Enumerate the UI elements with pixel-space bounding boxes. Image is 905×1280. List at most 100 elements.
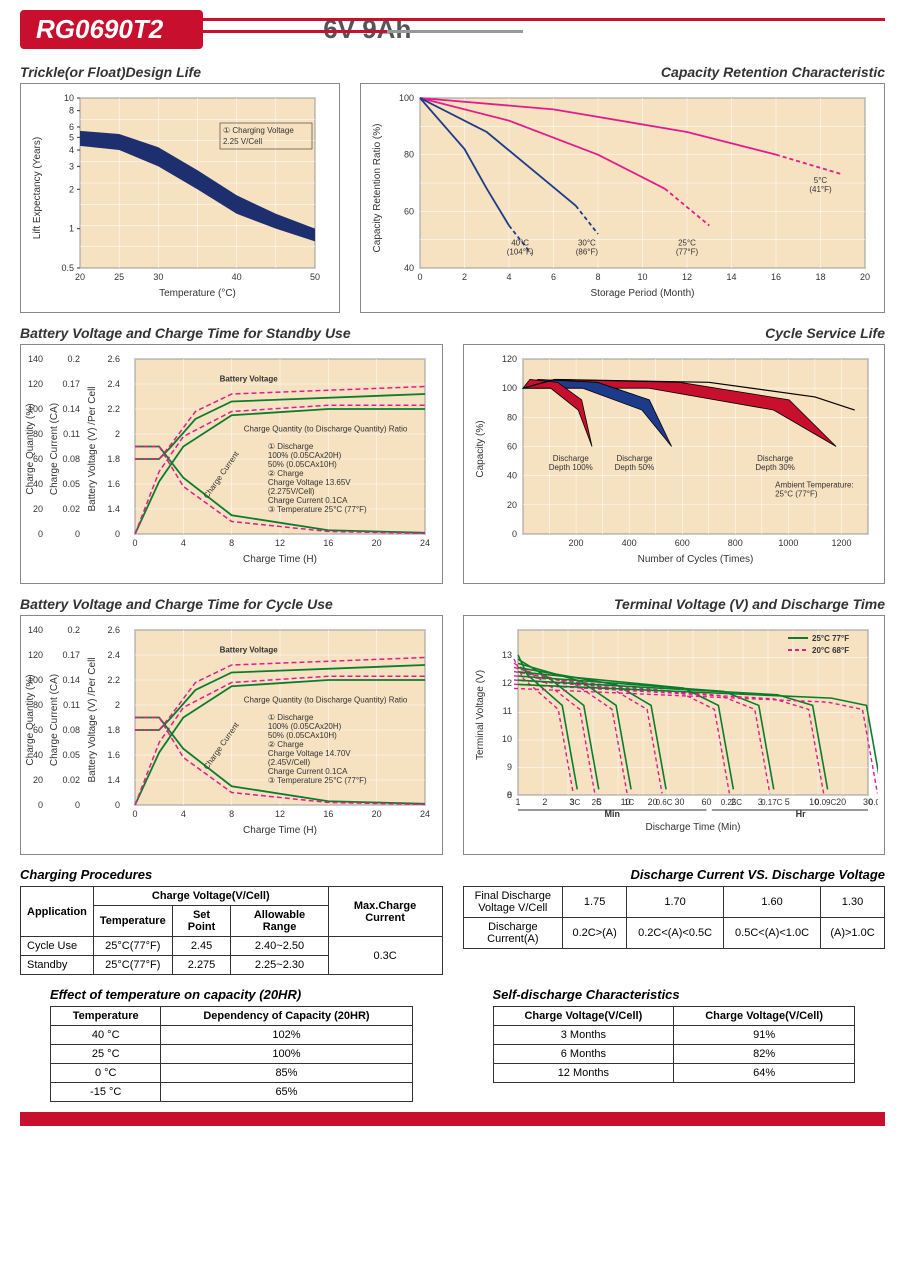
tbl-charging-title: Charging Procedures	[20, 867, 443, 882]
svg-text:50: 50	[310, 272, 320, 282]
svg-text:② Charge: ② Charge	[268, 740, 304, 749]
tbl-temp-title: Effect of temperature on capacity (20HR)	[50, 987, 413, 1002]
svg-text:16: 16	[771, 272, 781, 282]
svg-text:2: 2	[542, 797, 547, 807]
svg-text:2: 2	[115, 700, 120, 710]
svg-text:1.4: 1.4	[107, 775, 120, 785]
svg-text:(77°F): (77°F)	[676, 247, 699, 256]
svg-text:0.14: 0.14	[62, 404, 80, 414]
svg-text:20: 20	[33, 775, 43, 785]
svg-text:0.17: 0.17	[62, 379, 80, 389]
svg-text:Terminal Voltage (V): Terminal Voltage (V)	[475, 670, 486, 760]
svg-text:10: 10	[637, 272, 647, 282]
svg-text:100: 100	[501, 383, 516, 393]
svg-text:4: 4	[506, 272, 511, 282]
svg-text:0.14: 0.14	[62, 675, 80, 685]
svg-text:2.6: 2.6	[107, 354, 120, 364]
svg-text:Discharge Time (Min): Discharge Time (Min)	[645, 822, 740, 833]
svg-text:2: 2	[69, 184, 74, 194]
svg-text:Battery Voltage: Battery Voltage	[220, 646, 279, 655]
svg-text:0: 0	[417, 272, 422, 282]
svg-text:8: 8	[229, 538, 234, 548]
chart1-box: 0.51234568102025304050Lift Expectancy (Y…	[20, 83, 340, 313]
svg-text:2.25 V/Cell: 2.25 V/Cell	[223, 137, 262, 146]
svg-text:Capacity (%): Capacity (%)	[475, 420, 486, 477]
svg-text:Storage Period (Month): Storage Period (Month)	[591, 288, 695, 299]
svg-text:40°C: 40°C	[511, 238, 529, 247]
svg-text:100% (0.05CAx20H): 100% (0.05CAx20H)	[268, 722, 342, 731]
chart4-box: 20040060080010001200020406080100120Disch…	[463, 344, 886, 584]
svg-text:Battery Voltage (V) /Per Cell: Battery Voltage (V) /Per Cell	[87, 386, 98, 511]
svg-text:80: 80	[506, 412, 516, 422]
svg-text:30: 30	[153, 272, 163, 282]
svg-text:0.05C: 0.05C	[868, 798, 877, 807]
svg-text:5: 5	[69, 132, 74, 142]
svg-text:120: 120	[28, 379, 43, 389]
tbl-self-title: Self-discharge Characteristics	[493, 987, 856, 1002]
chart3-title: Battery Voltage and Charge Time for Stan…	[20, 325, 443, 341]
svg-text:800: 800	[727, 538, 742, 548]
svg-text:60: 60	[506, 442, 516, 452]
svg-text:4: 4	[181, 538, 186, 548]
svg-text:Charge Quantity (to Discharge: Charge Quantity (to Discharge Quantity) …	[244, 696, 408, 705]
svg-text:0: 0	[132, 809, 137, 819]
chart2-title: Capacity Retention Characteristic	[360, 64, 885, 80]
svg-text:Charge Quantity (%): Charge Quantity (%)	[25, 403, 36, 494]
chart2-box: 0246810121416182040608010040°C(104°F)30°…	[360, 83, 885, 313]
svg-text:0: 0	[115, 529, 120, 539]
svg-text:(86°F): (86°F)	[576, 247, 599, 256]
svg-text:25°C: 25°C	[678, 238, 696, 247]
chart5-box: 0481216202402040608010012014000.020.050.…	[20, 615, 443, 855]
svg-text:20: 20	[33, 504, 43, 514]
svg-text:5°C: 5°C	[814, 176, 828, 185]
svg-text:0: 0	[132, 538, 137, 548]
svg-text:Charge Current (CA): Charge Current (CA)	[49, 674, 60, 766]
svg-text:① Charging Voltage: ① Charging Voltage	[223, 126, 294, 135]
svg-text:0.25C: 0.25C	[720, 798, 742, 807]
svg-text:1.8: 1.8	[107, 454, 120, 464]
svg-text:0.11: 0.11	[63, 429, 80, 439]
svg-text:140: 140	[28, 625, 43, 635]
svg-text:100% (0.05CAx20H): 100% (0.05CAx20H)	[268, 451, 342, 460]
svg-text:Discharge: Discharge	[552, 454, 589, 463]
svg-text:(41°F): (41°F)	[809, 185, 832, 194]
svg-text:0.6C: 0.6C	[655, 798, 672, 807]
svg-text:20: 20	[372, 538, 382, 548]
footer-bar	[20, 1112, 885, 1126]
tbl-discharge: Final Discharge Voltage V/Cell1.751.701.…	[463, 886, 886, 949]
svg-text:0: 0	[75, 800, 80, 810]
svg-text:60: 60	[404, 206, 414, 216]
svg-text:13: 13	[501, 650, 511, 660]
svg-text:40: 40	[404, 263, 414, 273]
svg-text:20: 20	[75, 272, 85, 282]
svg-text:24: 24	[420, 538, 430, 548]
svg-text:Charge Quantity (%): Charge Quantity (%)	[25, 674, 36, 765]
svg-text:2.4: 2.4	[107, 379, 120, 389]
chart5-title: Battery Voltage and Charge Time for Cycl…	[20, 596, 443, 612]
svg-text:0: 0	[75, 529, 80, 539]
svg-text:18: 18	[815, 272, 825, 282]
svg-text:12: 12	[682, 272, 692, 282]
svg-text:140: 140	[28, 354, 43, 364]
svg-text:(104°F): (104°F)	[507, 247, 534, 256]
svg-text:14: 14	[726, 272, 736, 282]
svg-text:2.4: 2.4	[107, 650, 120, 660]
svg-text:2: 2	[462, 272, 467, 282]
svg-text:1.8: 1.8	[107, 725, 120, 735]
svg-text:Charge Voltage 13.65V: Charge Voltage 13.65V	[268, 478, 351, 487]
svg-text:Depth 50%: Depth 50%	[614, 463, 654, 472]
svg-text:20: 20	[372, 809, 382, 819]
svg-text:25°C 77°F: 25°C 77°F	[812, 634, 849, 643]
svg-text:16: 16	[323, 809, 333, 819]
svg-text:0.2: 0.2	[67, 625, 80, 635]
svg-text:Lift Expectancy (Years): Lift Expectancy (Years)	[32, 137, 43, 239]
svg-text:0.2: 0.2	[67, 354, 80, 364]
svg-text:Charge Time (H): Charge Time (H)	[243, 825, 317, 836]
svg-text:Capacity Retention Ratio (%): Capacity Retention Ratio (%)	[372, 124, 383, 253]
chart3-box: 0481216202402040608010012014000.020.050.…	[20, 344, 443, 584]
svg-text:Charge Quantity (to Discharge: Charge Quantity (to Discharge Quantity) …	[244, 425, 408, 434]
svg-text:30°C: 30°C	[578, 238, 596, 247]
svg-text:Charge Current (CA): Charge Current (CA)	[49, 403, 60, 495]
svg-text:120: 120	[501, 354, 516, 364]
svg-text:0.05: 0.05	[62, 479, 80, 489]
